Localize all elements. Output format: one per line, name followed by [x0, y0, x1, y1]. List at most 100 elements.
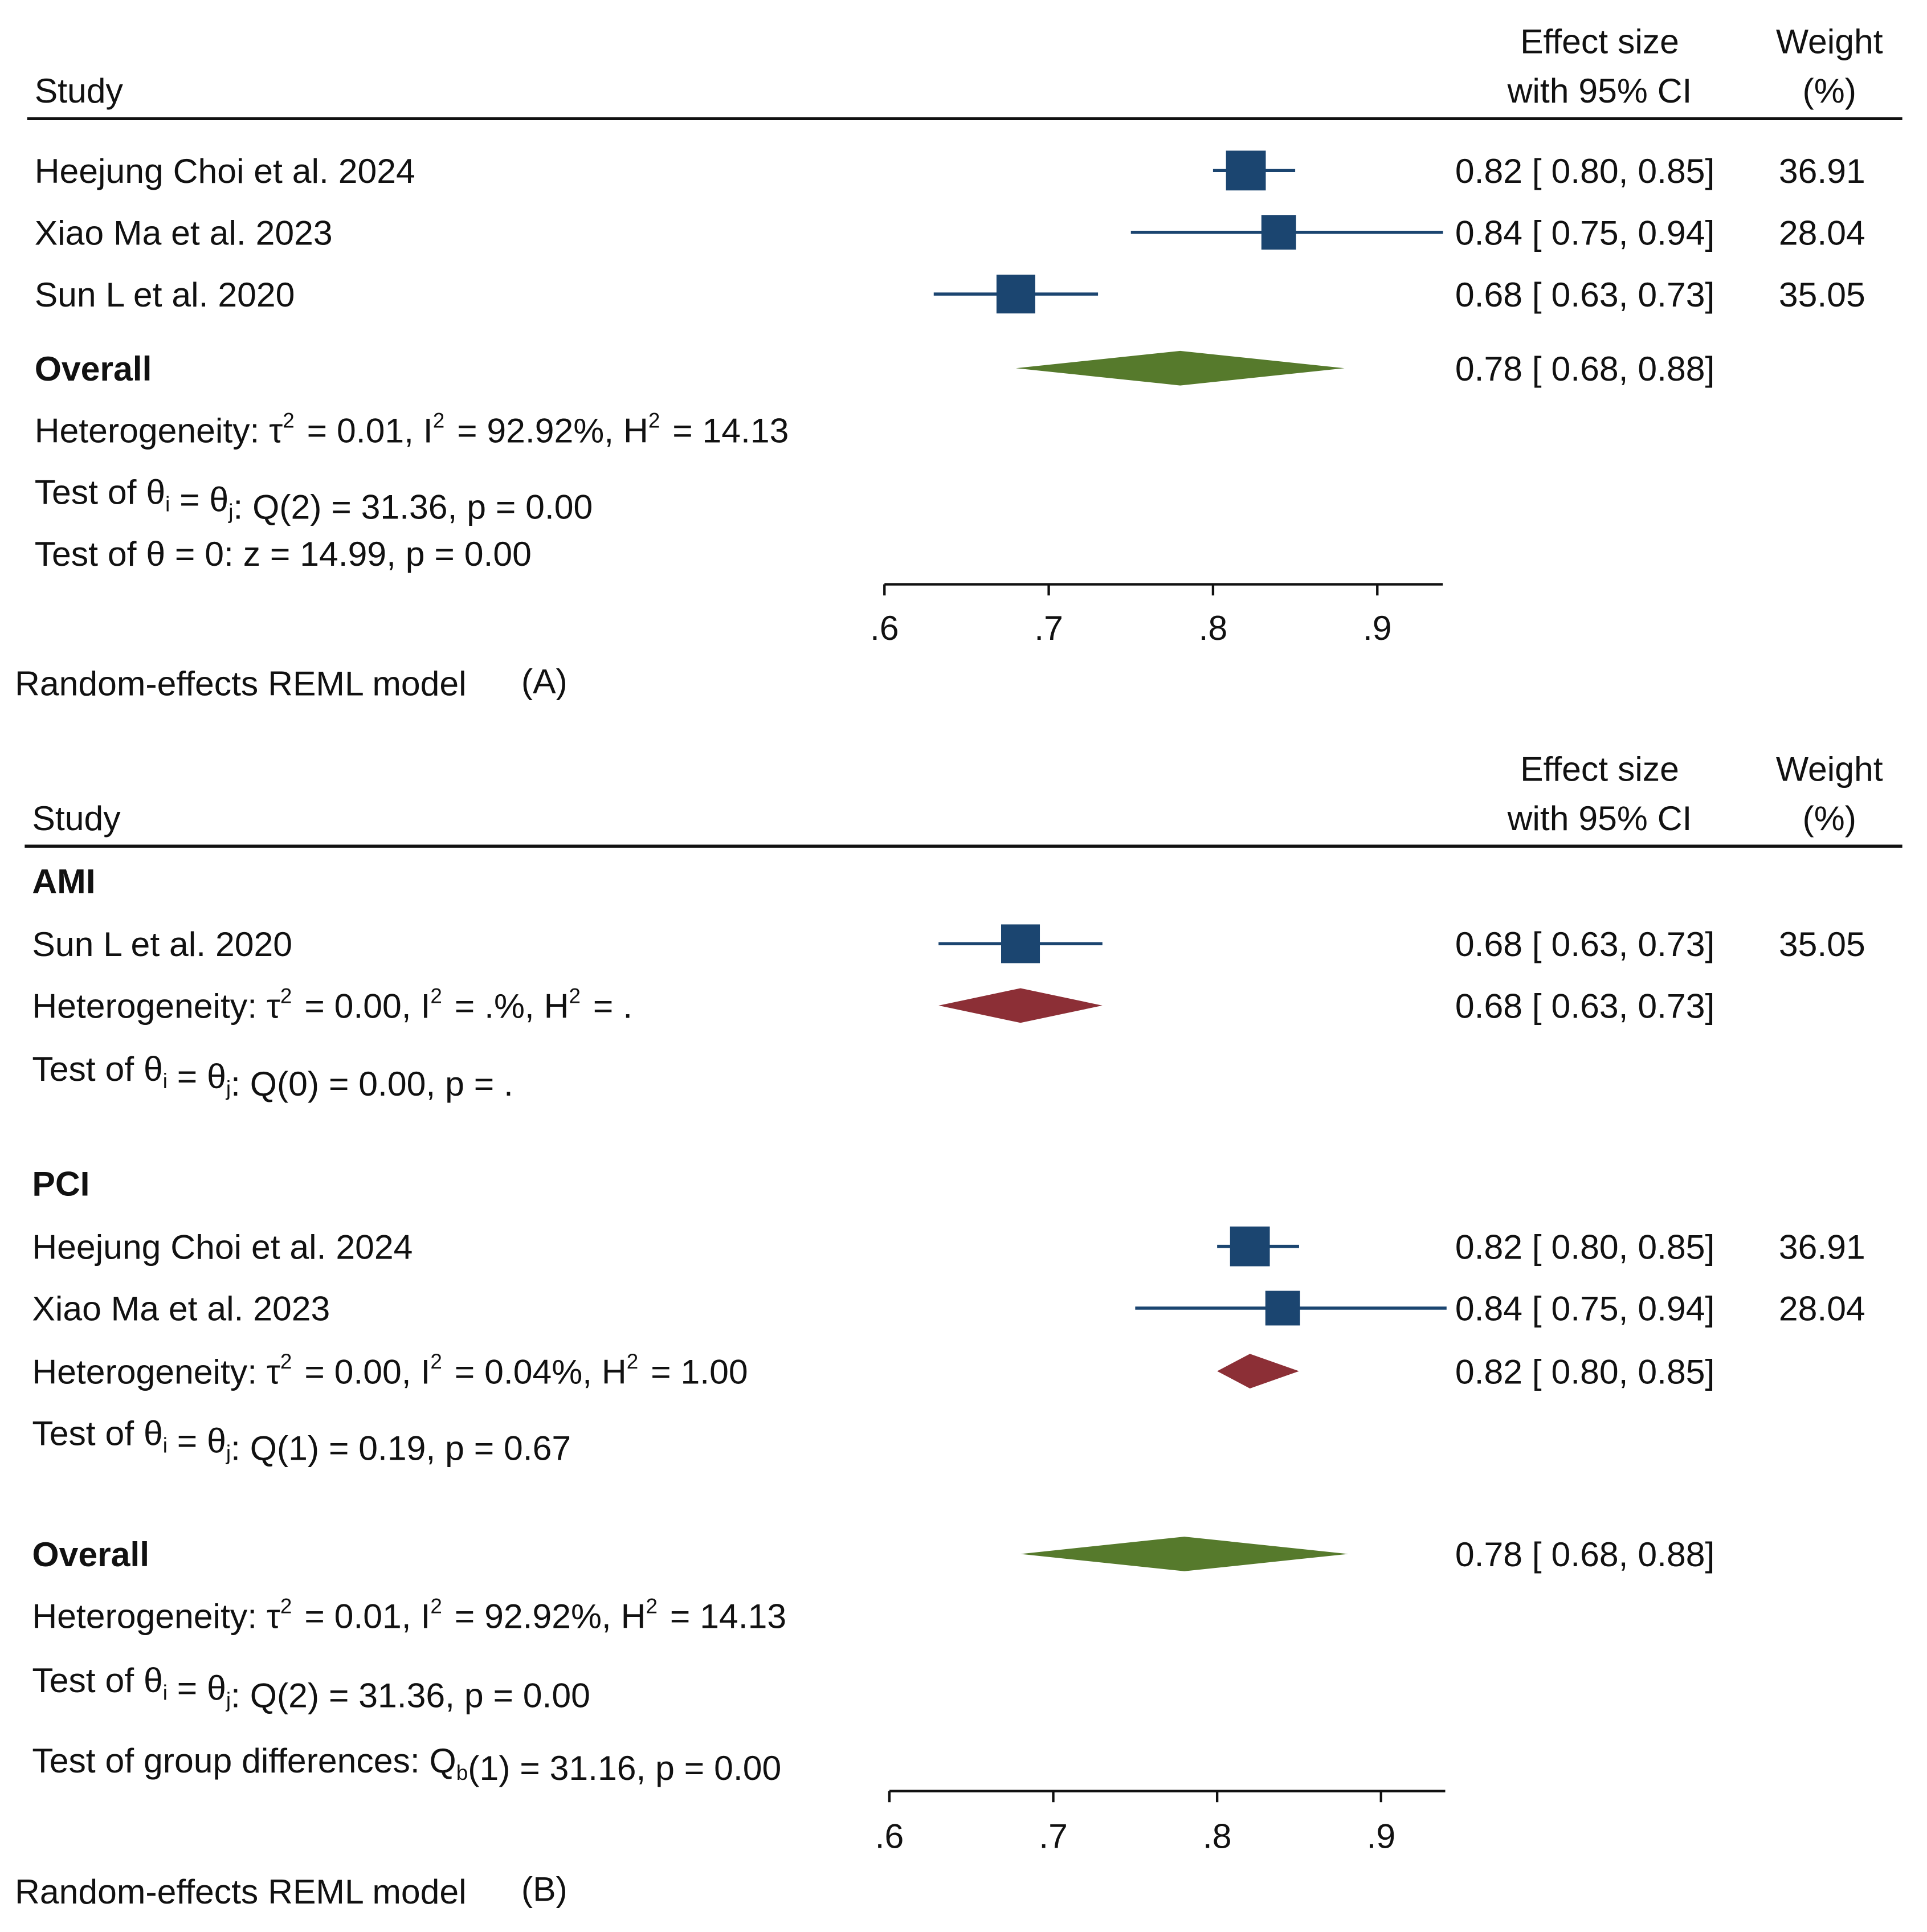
effect-size-header: Effect size	[1520, 749, 1679, 788]
subgroup-heading: AMI	[32, 862, 95, 901]
subgroup-heading: PCI	[32, 1165, 89, 1203]
effect-size-square	[1226, 150, 1266, 191]
effect-size-ci-value: 0.82 [ 0.80, 0.85]	[1455, 152, 1715, 190]
text-run: Heterogeneity: τ	[32, 1352, 280, 1391]
effect-size-square	[1265, 1290, 1300, 1326]
text-run: Heterogeneity: τ	[32, 1597, 280, 1636]
superscript: 2	[430, 1350, 442, 1373]
text-run: Test of θ	[32, 1661, 162, 1700]
text-run: Heterogeneity: τ	[35, 411, 283, 450]
text-run: = 14.13	[660, 1597, 786, 1636]
superscript: 2	[280, 1595, 292, 1618]
subgroup-effect-size-value: 0.68 [ 0.63, 0.73]	[1455, 987, 1715, 1026]
text-run: (1) = 31.16, p = 0.00	[468, 1749, 781, 1787]
subgroup-diamond	[1217, 1354, 1299, 1388]
effect-size-header: Effect size	[1520, 22, 1679, 60]
subscript: j	[226, 1688, 231, 1712]
weight-header: Weight	[1776, 749, 1883, 788]
superscript: 2	[430, 985, 442, 1008]
effect-size-square	[996, 275, 1035, 314]
statistics-text: Test of θi = θj: Q(1) = 0.19, p = 0.67	[32, 1414, 571, 1468]
text-run: = 0.01, I	[297, 411, 433, 450]
effect-size-ci-header: with 95% CI	[1507, 71, 1692, 110]
effect-size-ci-value: 0.84 [ 0.75, 0.94]	[1455, 213, 1715, 252]
superscript: 2	[433, 409, 444, 432]
model-footnote: Random-effects REML model	[15, 664, 467, 703]
text-run: : Q(2) = 31.36, p = 0.00	[231, 1676, 590, 1714]
weight-unit-header: (%)	[1803, 799, 1856, 838]
text-run: Test of θ	[32, 1049, 162, 1088]
weight-unit-header: (%)	[1803, 71, 1856, 110]
statistics-text: Test of θi = θj: Q(2) = 31.36, p = 0.00	[32, 1661, 590, 1714]
text-run: Test of group differences: Q	[32, 1741, 456, 1780]
overall-diamond	[1015, 350, 1345, 386]
text-run: Test of θ = 0: z = 14.99, p = 0.00	[35, 534, 532, 573]
x-tick-label: .7	[1034, 608, 1063, 647]
text-run: = 1.00	[641, 1352, 748, 1391]
effect-size-ci-value: 0.68 [ 0.63, 0.73]	[1455, 275, 1715, 314]
subscript: i	[165, 493, 170, 516]
text-run: = θ	[168, 1668, 226, 1707]
superscript: 2	[648, 409, 660, 432]
superscript: 2	[280, 985, 292, 1008]
effect-size-ci-header: with 95% CI	[1507, 799, 1692, 838]
superscript: 2	[283, 409, 294, 432]
superscript: 2	[627, 1350, 639, 1373]
x-tick-label: .6	[875, 1816, 904, 1855]
panel-label: (B)	[521, 1870, 568, 1909]
statistics-text: Test of θi = θj: Q(2) = 31.36, p = 0.00	[35, 473, 593, 526]
study-label: Xiao Ma et al. 2023	[35, 213, 333, 252]
x-tick-label: .8	[1199, 608, 1228, 647]
subscript: i	[163, 1434, 168, 1457]
weight-header: Weight	[1776, 22, 1883, 60]
text-run: = .%, H	[445, 987, 569, 1026]
weight-value: 35.05	[1779, 925, 1865, 963]
x-tick-label: .6	[870, 608, 899, 647]
subgroup-effect-size-value: 0.82 [ 0.80, 0.85]	[1455, 1352, 1715, 1391]
effect-size-square	[1230, 1226, 1270, 1267]
model-footnote: Random-effects REML model	[15, 1872, 467, 1911]
subgroup-heterogeneity-text: Heterogeneity: τ2 = 0.00, I2 = 0.04%, H2…	[32, 1350, 748, 1391]
text-run: = 0.01, I	[295, 1597, 430, 1636]
x-tick-label: .8	[1203, 1816, 1232, 1855]
overall-label: Overall	[35, 349, 152, 388]
study-column-header: Study	[32, 799, 121, 838]
subscript: b	[456, 1761, 468, 1784]
subgroup-diamond	[938, 988, 1103, 1023]
text-run: = 0.00, I	[295, 987, 430, 1026]
text-run: = θ	[168, 1057, 226, 1096]
effect-size-square	[1261, 215, 1296, 250]
subgroup-heterogeneity-text: Heterogeneity: τ2 = 0.00, I2 = .%, H2 = …	[32, 985, 632, 1026]
text-run: Test of θ	[32, 1414, 162, 1453]
x-tick-label: .9	[1366, 1816, 1395, 1855]
text-run: = 92.92%, H	[447, 411, 648, 450]
weight-value: 35.05	[1779, 275, 1865, 314]
study-label: Sun L et al. 2020	[35, 275, 295, 314]
subscript: j	[226, 1077, 231, 1100]
effect-size-square	[1001, 924, 1040, 963]
weight-value: 28.04	[1779, 1289, 1865, 1328]
text-run: = θ	[168, 1422, 226, 1460]
overall-effect-size-value: 0.78 [ 0.68, 0.88]	[1455, 1535, 1715, 1574]
superscript: 2	[646, 1595, 658, 1618]
statistics-text: Heterogeneity: τ2 = 0.01, I2 = 92.92%, H…	[35, 409, 789, 450]
superscript: 2	[280, 1350, 292, 1373]
subscript: i	[163, 1069, 168, 1093]
subscript: j	[226, 1441, 231, 1465]
study-label: Xiao Ma et al. 2023	[32, 1289, 330, 1328]
text-run: = θ	[170, 480, 228, 519]
statistics-text: Test of θ = 0: z = 14.99, p = 0.00	[35, 534, 532, 573]
effect-size-ci-value: 0.84 [ 0.75, 0.94]	[1455, 1289, 1715, 1328]
study-label: Sun L et al. 2020	[32, 925, 292, 963]
overall-label: Overall	[32, 1535, 149, 1574]
superscript: 2	[569, 985, 581, 1008]
text-run: = 14.13	[663, 411, 789, 450]
overall-diamond	[1020, 1537, 1349, 1571]
text-run: : Q(2) = 31.36, p = 0.00	[233, 488, 593, 526]
text-run: Heterogeneity: τ	[32, 987, 280, 1026]
effect-size-ci-value: 0.82 [ 0.80, 0.85]	[1455, 1227, 1715, 1266]
weight-value: 28.04	[1779, 213, 1865, 252]
overall-effect-size-value: 0.78 [ 0.68, 0.88]	[1455, 349, 1715, 388]
